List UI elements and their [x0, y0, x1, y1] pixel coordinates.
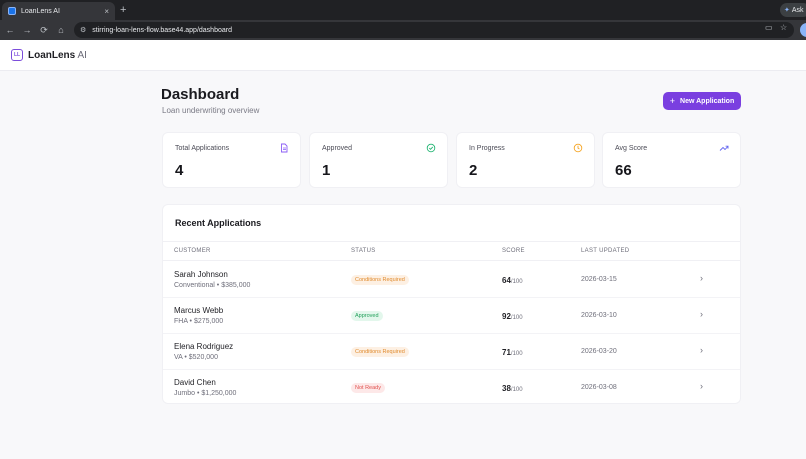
score-value: 92/100	[502, 312, 523, 321]
address-bar[interactable]: ⚙ stirring-loan-lens-flow.base44.app/das…	[74, 22, 794, 38]
status-badge: Conditions Required	[351, 347, 409, 357]
back-icon[interactable]: ←	[5, 25, 15, 35]
customer-name: David Chen	[174, 378, 216, 387]
score-max: /100	[510, 279, 523, 285]
new-application-button[interactable]: + New Application	[663, 92, 741, 110]
column-header-last-updated: LAST UPDATED	[581, 248, 630, 254]
status-badge: Approved	[351, 311, 383, 321]
url-text: stirring-loan-lens-flow.base44.app/dashb…	[92, 26, 232, 34]
score-number: 38	[502, 384, 511, 393]
stat-label: Approved	[322, 145, 352, 152]
last-updated: 2026-03-10	[581, 312, 617, 319]
app-logo[interactable]: LL LoanLens AI	[11, 49, 87, 61]
logo-mark-icon: LL	[11, 49, 23, 61]
ask-button[interactable]: ✦ Ask	[780, 3, 806, 17]
chevron-right-icon[interactable]: ›	[700, 345, 703, 355]
stat-label: Avg Score	[615, 145, 648, 152]
bookmark-star-icon[interactable]: ☆	[780, 23, 788, 32]
profile-avatar[interactable]	[800, 23, 806, 37]
new-tab-button[interactable]: +	[120, 4, 127, 16]
column-header-customer: CUSTOMER	[174, 248, 211, 254]
favicon-icon	[8, 7, 16, 15]
customer-name: Elena Rodriguez	[174, 342, 234, 351]
stat-card-avg-score: Avg Score 66	[602, 132, 741, 188]
ask-label: Ask	[791, 6, 804, 14]
chevron-right-icon[interactable]: ›	[700, 381, 703, 391]
table-header: CUSTOMER STATUS SCORE LAST UPDATED	[163, 241, 740, 261]
score-number: 92	[502, 312, 511, 321]
table-row[interactable]: Marcus Webb FHA • $275,000 Approved 92/100 2…	[163, 298, 740, 334]
new-application-label: New Application	[680, 97, 735, 105]
score-value: 64/100	[502, 276, 523, 285]
stat-card-in-progress: In Progress 2	[456, 132, 595, 188]
score-max: /100	[510, 351, 523, 357]
trending-up-icon	[719, 145, 729, 151]
last-updated: 2026-03-15	[581, 276, 617, 283]
recent-applications-card: Recent Applications CUSTOMER STATUS SCOR…	[162, 204, 741, 404]
tab-close-icon[interactable]: ×	[104, 6, 109, 16]
logo-text: LoanLens AI	[28, 50, 87, 61]
browser-tabbar: LoanLens AI × + ✦ Ask	[0, 0, 806, 20]
tab-title: LoanLens AI	[21, 7, 60, 15]
last-updated: 2026-03-20	[581, 348, 617, 355]
loan-detail: Conventional • $385,000	[174, 282, 251, 289]
score-number: 64	[502, 276, 511, 285]
sparkle-icon: ✦	[784, 7, 790, 14]
plus-icon: +	[669, 96, 676, 106]
score-number: 71	[502, 348, 511, 357]
stat-card-total-applications: Total Applications 4	[162, 132, 301, 188]
browser-toolbar: ← → ⟳ ⌂ ⚙ stirring-loan-lens-flow.base44…	[0, 20, 806, 40]
stat-label: In Progress	[469, 145, 505, 152]
loan-detail: Jumbo • $1,250,000	[174, 390, 237, 397]
last-updated: 2026-03-08	[581, 384, 617, 391]
cast-icon[interactable]: ▭	[765, 23, 773, 32]
loan-detail: FHA • $275,000	[174, 318, 224, 325]
stat-value: 4	[175, 162, 184, 179]
loan-detail: VA • $520,000	[174, 354, 218, 361]
clock-icon	[573, 143, 583, 153]
score-value: 71/100	[502, 348, 523, 357]
score-value: 38/100	[502, 384, 523, 393]
table-row[interactable]: Elena Rodriguez VA • $520,000 Conditions R…	[163, 334, 740, 370]
column-header-score: SCORE	[502, 248, 525, 254]
reload-icon[interactable]: ⟳	[40, 25, 48, 35]
forward-icon[interactable]: →	[22, 25, 32, 35]
stat-value: 1	[322, 162, 331, 179]
status-badge: Not Ready	[351, 383, 385, 393]
app-header: LL LoanLens AI	[0, 40, 806, 71]
column-header-status: STATUS	[351, 248, 376, 254]
score-max: /100	[510, 387, 523, 393]
customer-name: Marcus Webb	[174, 306, 224, 315]
recent-applications-title: Recent Applications	[175, 218, 262, 228]
stat-card-approved: Approved 1	[309, 132, 448, 188]
table-row[interactable]: Sarah Johnson Conventional • $385,000 Cond…	[163, 262, 740, 298]
home-icon[interactable]: ⌂	[58, 25, 64, 35]
stat-label: Total Applications	[175, 145, 230, 152]
logo-suffix: AI	[75, 49, 87, 61]
page-title: Dashboard	[161, 86, 240, 103]
score-max: /100	[510, 315, 523, 321]
table-row[interactable]: David Chen Jumbo • $1,250,000 Not Ready 38/…	[163, 370, 740, 406]
status-badge: Conditions Required	[351, 275, 409, 285]
document-icon	[281, 143, 288, 153]
chevron-right-icon[interactable]: ›	[700, 273, 703, 283]
page-subtitle: Loan underwriting overview	[162, 106, 260, 115]
customer-name: Sarah Johnson	[174, 270, 228, 279]
stat-value: 2	[469, 162, 478, 179]
browser-tab[interactable]: LoanLens AI ×	[2, 2, 115, 20]
check-circle-icon	[426, 143, 436, 153]
chevron-right-icon[interactable]: ›	[700, 309, 703, 319]
stat-value: 66	[615, 162, 632, 179]
logo-strong: LoanLens	[28, 49, 76, 61]
site-info-icon[interactable]: ⚙	[80, 27, 87, 34]
